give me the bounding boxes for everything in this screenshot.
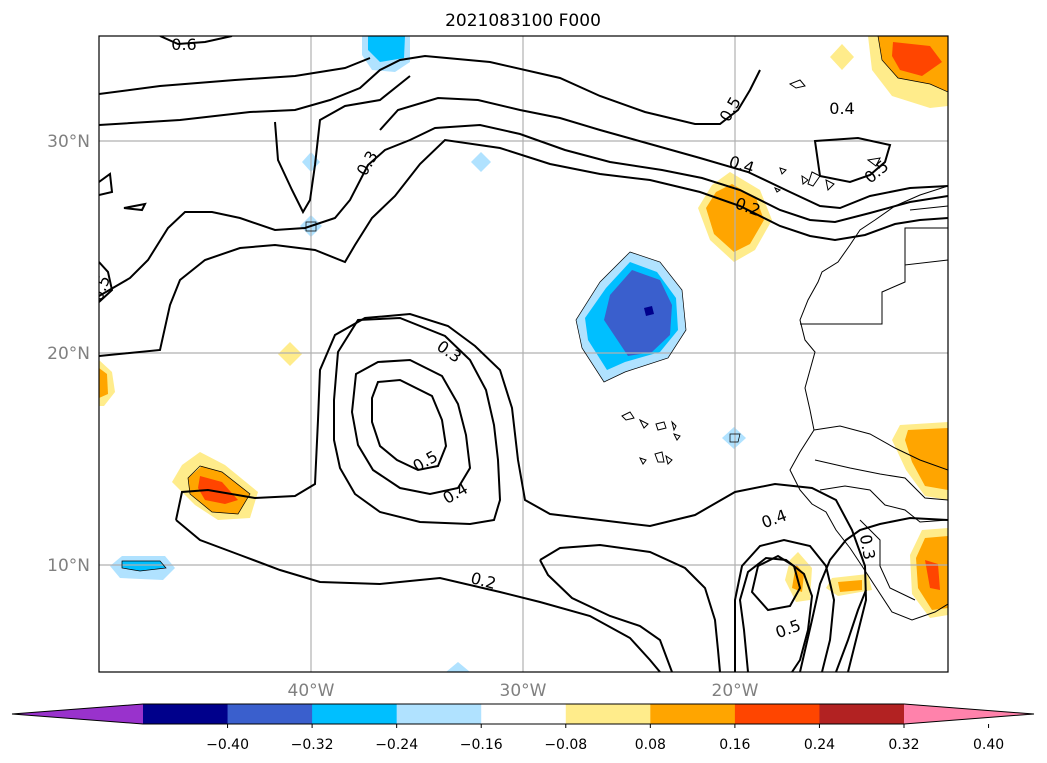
- colorbar-tick-label: −0.40: [206, 737, 249, 753]
- colorbar-tick-label: 0.24: [804, 737, 835, 753]
- map-frame: [98, 35, 949, 673]
- map-area: 0.6 0.5 0.4 0.3 0.2 0.4 0.5 0.3 0.5 0.4 …: [99, 35, 948, 672]
- colorbar-tick-label: 0.40: [973, 737, 1004, 753]
- contour-label: 0.6: [171, 35, 196, 54]
- colorbar-outline: [11, 703, 1035, 725]
- filled-anomalies: [99, 36, 948, 672]
- colorbar-segment: [396, 704, 482, 724]
- colorbar-segment: [650, 704, 736, 724]
- axis-labels: 40°W 30°W 20°W 30°N 20°N 10°N: [47, 132, 759, 701]
- colorbar-tick-label: −0.08: [544, 737, 587, 753]
- contour-label: 0.3: [856, 533, 879, 561]
- y-tick-label: 20°N: [47, 344, 90, 364]
- colorbar-extend-low: [12, 704, 143, 724]
- x-tick-label: 30°W: [500, 681, 547, 701]
- x-tick-label: 20°W: [712, 681, 759, 701]
- colorbar-tick-label: −0.32: [291, 737, 334, 753]
- y-tick-label: 30°N: [47, 132, 90, 152]
- x-tick-label: 40°W: [288, 681, 335, 701]
- colorbar-extend-high: [904, 704, 1034, 724]
- map-title: 2021083100 F000: [445, 11, 601, 31]
- colorbar-segment: [481, 704, 567, 724]
- colorbar-tick-label: −0.16: [460, 737, 503, 753]
- anomaly-outlines: [121, 36, 948, 572]
- colorbar-tick-label: −0.24: [375, 737, 418, 753]
- colorbar-segment: [734, 704, 820, 724]
- colorbar-segment: [312, 704, 398, 724]
- colorbar-segment: [819, 704, 905, 724]
- contour-label: 0.4: [829, 99, 854, 118]
- colorbar-segment: [143, 704, 229, 724]
- colorbar-segment: [227, 704, 313, 724]
- y-tick-label: 10°N: [47, 556, 90, 576]
- contour-lines: [99, 36, 948, 672]
- colorbar-segment: [565, 704, 651, 724]
- colorbar-tick-label: 0.16: [719, 737, 750, 753]
- gridlines: [99, 36, 948, 672]
- colorbar-tick-label: 0.08: [635, 737, 666, 753]
- colorbar: −0.40 −0.32 −0.24 −0.16 −0.08 0.08 0.16 0.24 0.3…: [11, 703, 1035, 753]
- colorbar-tick-label: 0.32: [888, 737, 919, 753]
